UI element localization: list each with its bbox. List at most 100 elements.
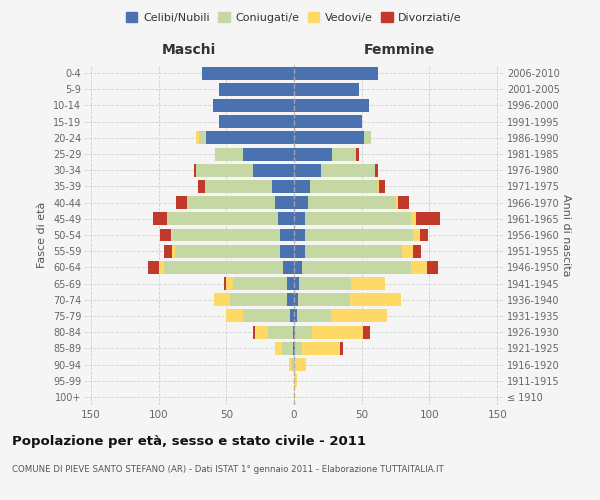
Legend: Celibi/Nubili, Coniugati/e, Vedovi/e, Divorziati/e: Celibi/Nubili, Coniugati/e, Vedovi/e, Di… bbox=[122, 8, 466, 28]
Bar bbox=[253, 326, 255, 338]
Bar bbox=[308, 196, 395, 209]
Bar bbox=[410, 261, 427, 274]
Bar bbox=[202, 66, 294, 80]
Bar bbox=[305, 228, 413, 241]
Bar bbox=[214, 294, 230, 306]
Bar bbox=[294, 358, 295, 371]
Bar bbox=[294, 374, 297, 387]
Bar bbox=[164, 244, 172, 258]
Bar bbox=[280, 244, 294, 258]
Bar bbox=[395, 196, 398, 209]
Bar bbox=[293, 326, 294, 338]
Bar bbox=[305, 212, 410, 226]
Bar bbox=[403, 244, 413, 258]
Bar bbox=[302, 261, 410, 274]
Bar bbox=[294, 83, 359, 96]
Bar bbox=[275, 196, 294, 209]
Bar bbox=[294, 164, 321, 176]
Bar bbox=[187, 196, 275, 209]
Bar bbox=[356, 148, 359, 160]
Bar bbox=[302, 342, 340, 355]
Bar bbox=[294, 115, 362, 128]
Bar bbox=[255, 326, 268, 338]
Bar bbox=[398, 196, 409, 209]
Bar bbox=[364, 132, 371, 144]
Bar bbox=[413, 228, 420, 241]
Bar bbox=[287, 294, 294, 306]
Bar bbox=[167, 212, 278, 226]
Y-axis label: Fasce di età: Fasce di età bbox=[37, 202, 47, 268]
Bar bbox=[305, 244, 403, 258]
Bar bbox=[199, 132, 206, 144]
Bar bbox=[153, 212, 167, 226]
Text: Maschi: Maschi bbox=[162, 44, 216, 58]
Bar bbox=[280, 228, 294, 241]
Bar bbox=[294, 244, 305, 258]
Bar bbox=[298, 294, 350, 306]
Bar bbox=[233, 277, 287, 290]
Bar bbox=[299, 277, 351, 290]
Bar bbox=[206, 132, 294, 144]
Bar bbox=[331, 310, 388, 322]
Bar bbox=[205, 180, 272, 193]
Bar bbox=[294, 342, 295, 355]
Bar bbox=[295, 326, 311, 338]
Bar bbox=[290, 310, 294, 322]
Bar bbox=[350, 294, 401, 306]
Bar bbox=[321, 164, 375, 176]
Bar bbox=[275, 342, 282, 355]
Bar bbox=[294, 148, 332, 160]
Bar bbox=[158, 261, 164, 274]
Bar bbox=[172, 244, 175, 258]
Bar bbox=[363, 326, 370, 338]
Bar bbox=[293, 342, 294, 355]
Bar bbox=[413, 244, 421, 258]
Bar bbox=[294, 196, 308, 209]
Bar bbox=[294, 390, 295, 404]
Bar bbox=[213, 99, 294, 112]
Bar bbox=[294, 228, 305, 241]
Bar bbox=[253, 164, 294, 176]
Bar bbox=[375, 164, 378, 176]
Bar bbox=[287, 277, 294, 290]
Text: Femmine: Femmine bbox=[364, 44, 434, 58]
Bar bbox=[416, 212, 440, 226]
Bar bbox=[378, 180, 379, 193]
Bar bbox=[289, 358, 291, 371]
Text: COMUNE DI PIEVE SANTO STEFANO (AR) - Dati ISTAT 1° gennaio 2011 - Elaborazione T: COMUNE DI PIEVE SANTO STEFANO (AR) - Dat… bbox=[12, 465, 444, 474]
Bar bbox=[294, 294, 298, 306]
Bar bbox=[172, 228, 280, 241]
Bar bbox=[294, 212, 305, 226]
Bar bbox=[198, 180, 205, 193]
Bar bbox=[294, 132, 364, 144]
Bar bbox=[160, 228, 171, 241]
Bar bbox=[268, 326, 293, 338]
Bar bbox=[294, 261, 302, 274]
Bar bbox=[295, 358, 306, 371]
Bar bbox=[226, 310, 242, 322]
Bar bbox=[297, 310, 331, 322]
Bar bbox=[164, 261, 283, 274]
Bar bbox=[226, 277, 233, 290]
Bar bbox=[196, 164, 253, 176]
Bar bbox=[291, 358, 294, 371]
Bar bbox=[272, 180, 294, 193]
Bar bbox=[340, 342, 343, 355]
Bar bbox=[171, 228, 172, 241]
Bar bbox=[332, 148, 356, 160]
Bar bbox=[283, 261, 294, 274]
Bar bbox=[351, 277, 385, 290]
Bar bbox=[220, 83, 294, 96]
Bar bbox=[242, 148, 294, 160]
Bar bbox=[294, 180, 310, 193]
Bar bbox=[148, 261, 158, 274]
Bar bbox=[295, 342, 302, 355]
Bar bbox=[194, 164, 196, 176]
Bar bbox=[294, 99, 368, 112]
Bar bbox=[311, 326, 363, 338]
Bar bbox=[310, 180, 378, 193]
Bar bbox=[224, 277, 226, 290]
Bar bbox=[294, 310, 297, 322]
Bar bbox=[242, 310, 290, 322]
Bar bbox=[420, 228, 428, 241]
